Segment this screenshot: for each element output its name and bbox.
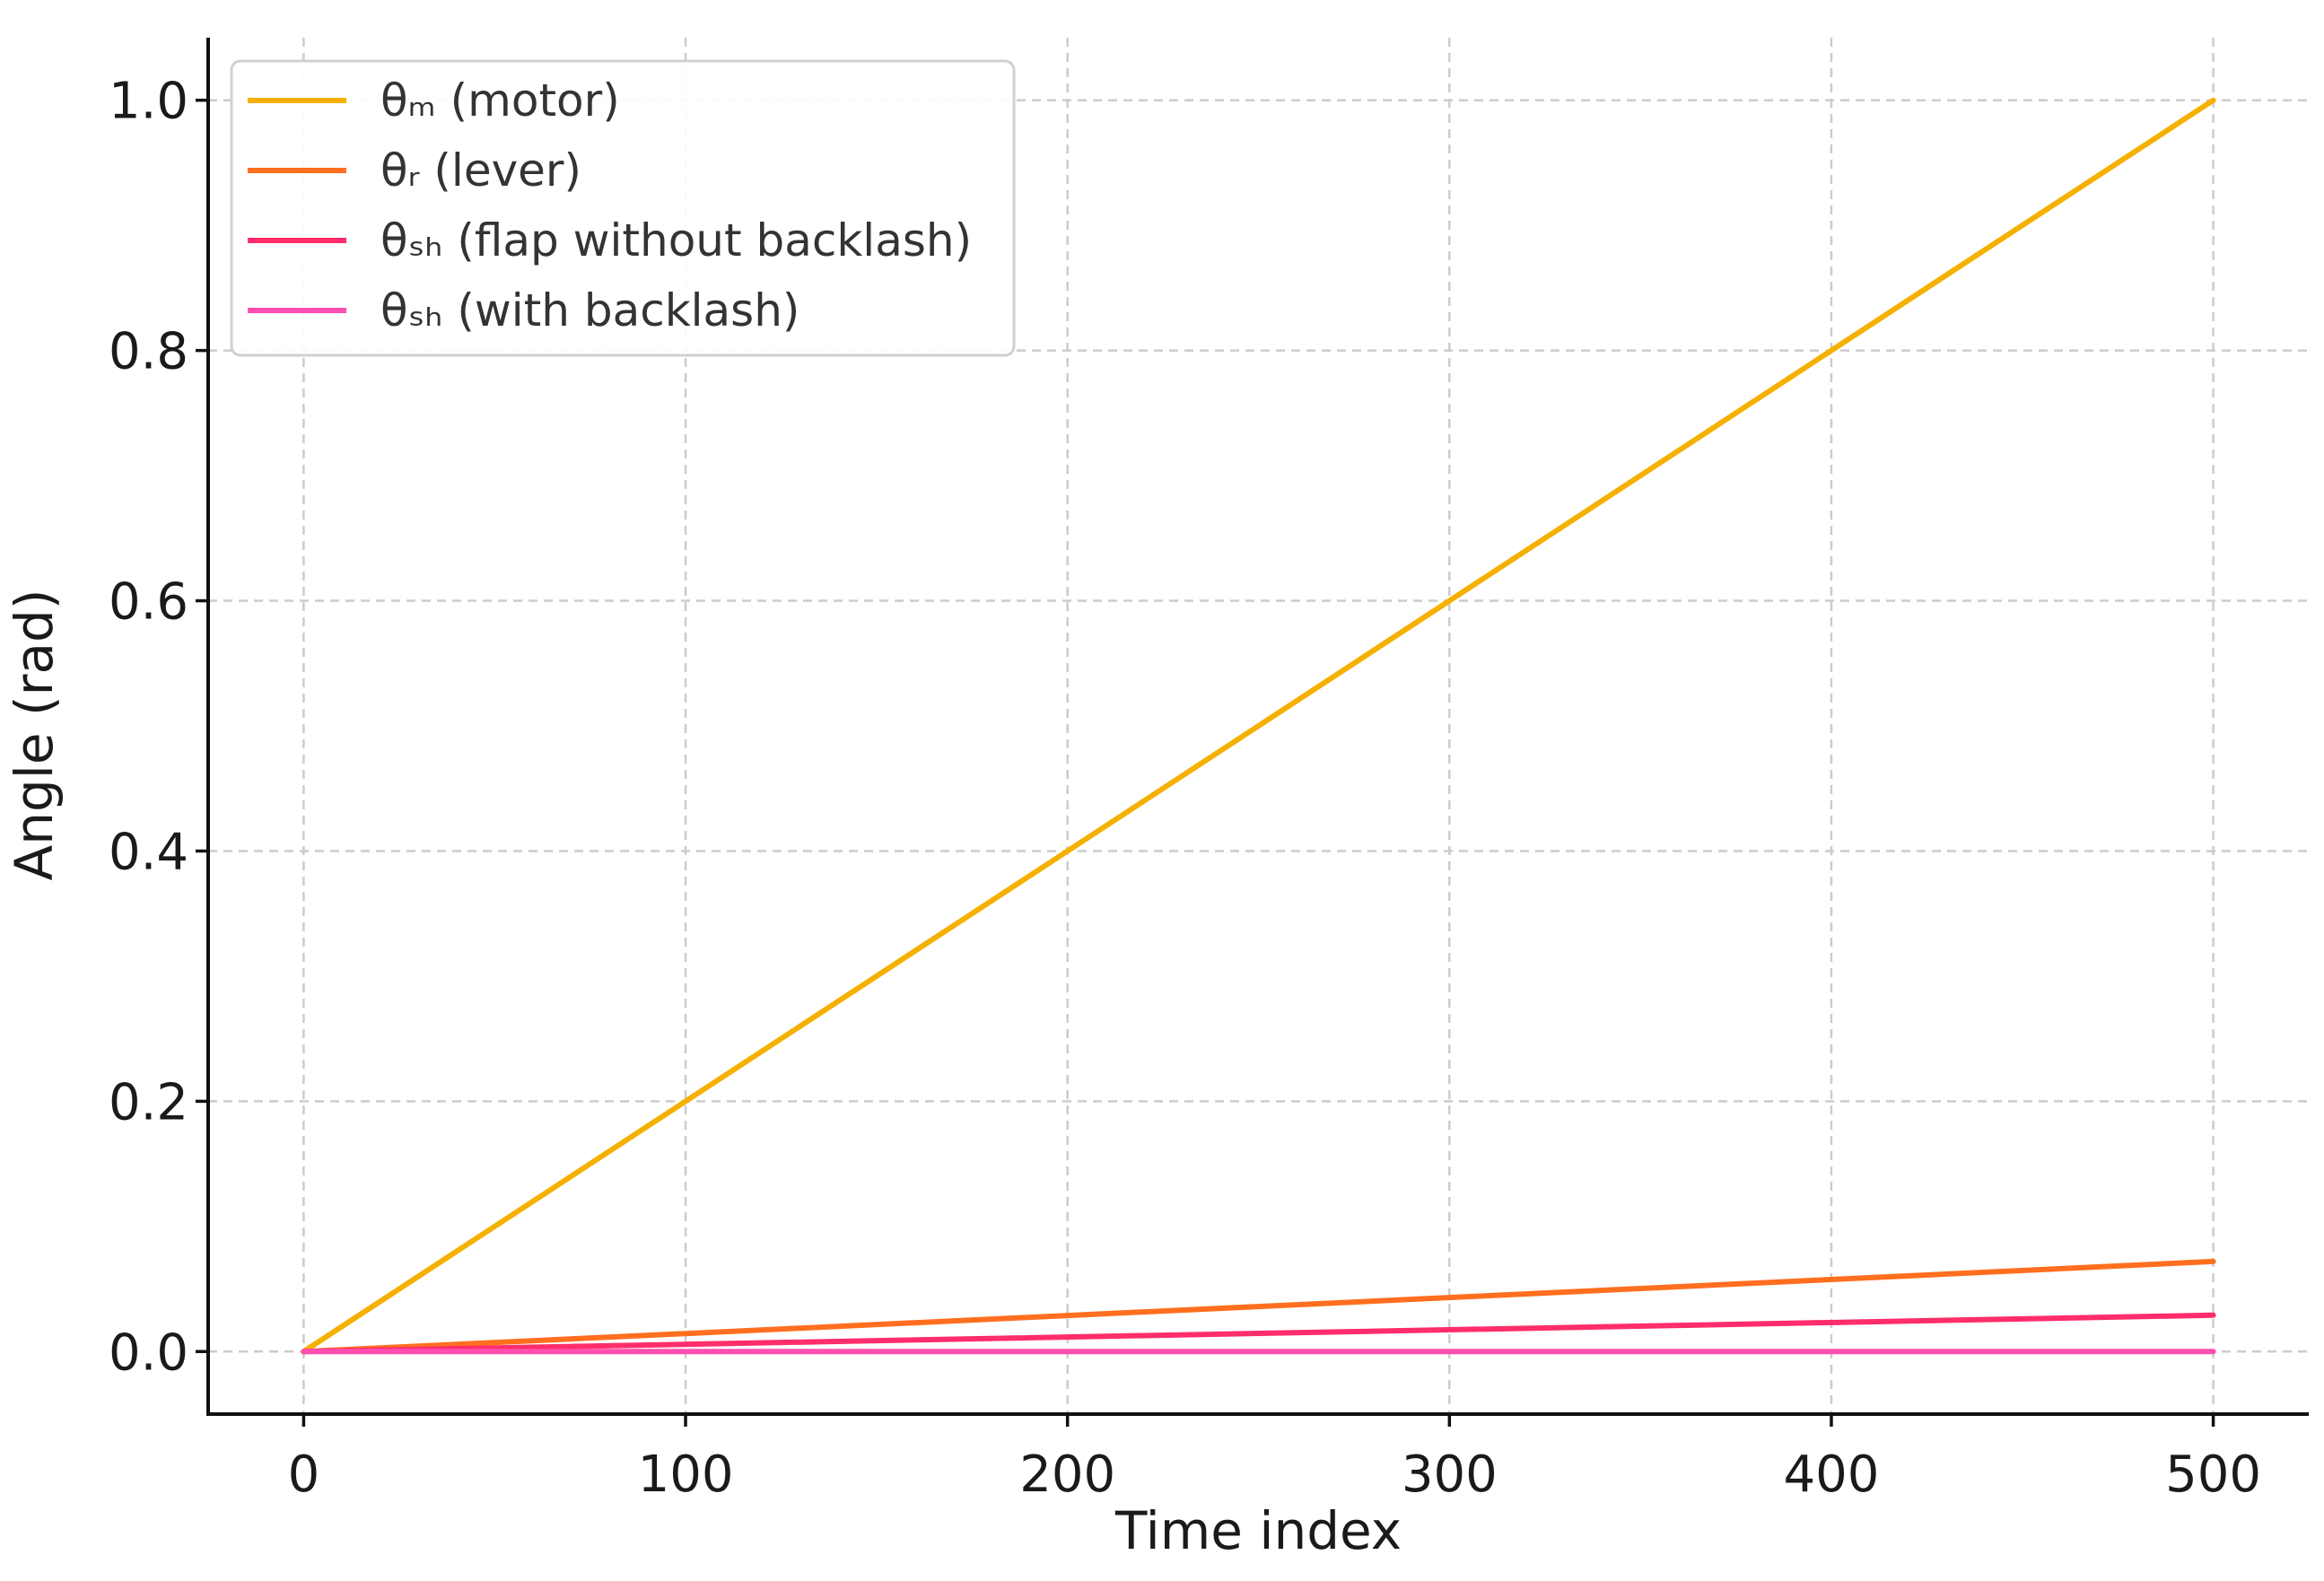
x-tick-label: 300: [1402, 1446, 1498, 1504]
legend-box: [230, 59, 1016, 357]
legend-label-1: θₘ (motor): [380, 74, 620, 127]
y-tick-label: 1.0: [109, 73, 188, 131]
series-line-3: [301, 1312, 2216, 1355]
x-tick-label: 0: [288, 1446, 320, 1504]
x-tick-label: 100: [638, 1446, 734, 1504]
x-tick-label: 500: [2165, 1446, 2261, 1504]
y-axis-label: Angle (rad): [4, 590, 65, 881]
y-tick-label: 0.4: [109, 823, 188, 881]
y-tick-label: 0.8: [109, 323, 188, 381]
legend-label-2: θᵣ (lever): [380, 144, 581, 197]
legend-label-4: θₛₕ (with backlash): [380, 284, 799, 336]
y-tick-label: 0.0: [109, 1323, 188, 1382]
tick-labels: 0 100 200 300 400 500 0.0 0.2 0.4 0.6 0.8 1.0: [109, 73, 2261, 1504]
legend-label-3: θₛₕ (flap without backlash): [380, 214, 972, 266]
series-line-1: [301, 97, 2216, 1355]
y-tick-label: 0.6: [109, 573, 188, 632]
series-line-2: [301, 1258, 2216, 1355]
x-tick-label: 200: [1019, 1446, 1115, 1504]
x-axis-label: Time index: [1114, 1500, 1402, 1561]
axes: [206, 38, 2309, 1416]
series-lines: [301, 97, 2216, 1355]
legend: θₘ (motor) θᵣ (lever) θₛₕ (flap without ba…: [230, 59, 1016, 357]
y-tick-label: 0.2: [109, 1073, 188, 1131]
x-tick-label: 400: [1784, 1446, 1880, 1504]
